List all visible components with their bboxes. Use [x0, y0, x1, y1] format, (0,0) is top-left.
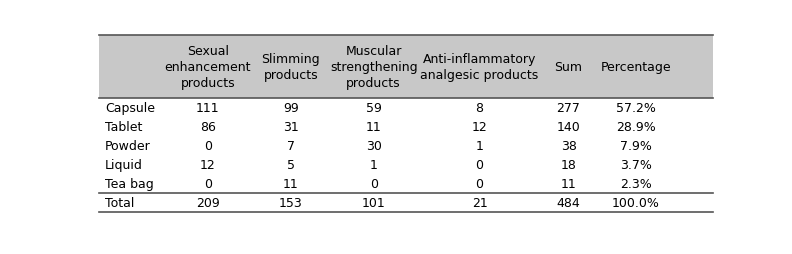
Text: 0: 0 — [204, 178, 212, 190]
Text: 11: 11 — [366, 121, 382, 134]
Text: Capsule: Capsule — [105, 102, 155, 115]
Text: Slimming
products: Slimming products — [261, 53, 320, 82]
Bar — [99, 36, 713, 99]
Text: Tablet: Tablet — [105, 121, 143, 134]
Text: 28.9%: 28.9% — [616, 121, 656, 134]
Text: 0: 0 — [204, 140, 212, 153]
Text: 0: 0 — [370, 178, 378, 190]
Text: 30: 30 — [366, 140, 382, 153]
Text: 1: 1 — [370, 159, 378, 172]
Text: 12: 12 — [200, 159, 216, 172]
Text: Total: Total — [105, 196, 135, 209]
Text: 11: 11 — [561, 178, 577, 190]
Text: 11: 11 — [283, 178, 299, 190]
Text: 100.0%: 100.0% — [612, 196, 660, 209]
Text: 153: 153 — [279, 196, 303, 209]
Text: Sexual
enhancement
products: Sexual enhancement products — [165, 45, 251, 90]
Text: 7: 7 — [287, 140, 295, 153]
Text: 209: 209 — [196, 196, 220, 209]
Text: 99: 99 — [283, 102, 299, 115]
Text: Sum: Sum — [554, 61, 583, 74]
Text: 3.7%: 3.7% — [620, 159, 652, 172]
Text: 18: 18 — [561, 159, 577, 172]
Text: Muscular
strengthening
products: Muscular strengthening products — [329, 45, 417, 90]
Text: 111: 111 — [196, 102, 219, 115]
Text: 31: 31 — [283, 121, 299, 134]
Text: Powder: Powder — [105, 140, 151, 153]
Text: 0: 0 — [475, 178, 484, 190]
Text: 277: 277 — [557, 102, 581, 115]
Text: 57.2%: 57.2% — [616, 102, 656, 115]
Text: 38: 38 — [561, 140, 577, 153]
Text: 101: 101 — [362, 196, 386, 209]
Text: 0: 0 — [475, 159, 484, 172]
Text: Tea bag: Tea bag — [105, 178, 154, 190]
Text: 59: 59 — [366, 102, 382, 115]
Text: Percentage: Percentage — [601, 61, 672, 74]
Text: 5: 5 — [287, 159, 295, 172]
Text: 8: 8 — [475, 102, 484, 115]
Text: 21: 21 — [472, 196, 487, 209]
Text: 2.3%: 2.3% — [620, 178, 652, 190]
Text: 12: 12 — [472, 121, 487, 134]
Text: 86: 86 — [200, 121, 216, 134]
Text: 7.9%: 7.9% — [620, 140, 652, 153]
Text: 484: 484 — [557, 196, 581, 209]
Text: Anti-inflammatory
analgesic products: Anti-inflammatory analgesic products — [421, 53, 539, 82]
Text: 1: 1 — [476, 140, 483, 153]
Text: Liquid: Liquid — [105, 159, 143, 172]
Text: 140: 140 — [557, 121, 581, 134]
